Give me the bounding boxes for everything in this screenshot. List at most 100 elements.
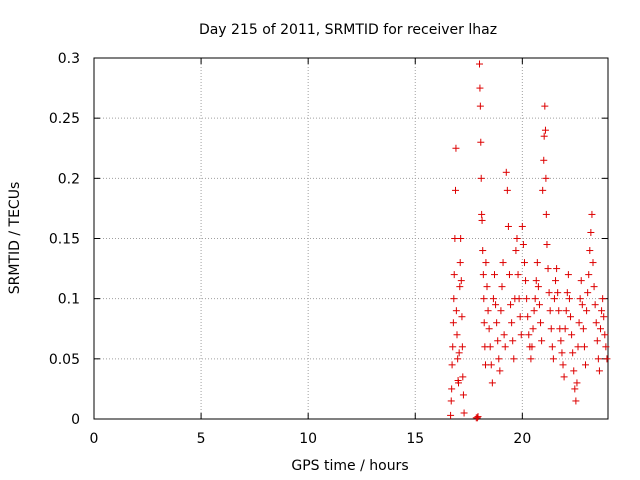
data-point [478,216,486,224]
data-point [543,241,551,249]
data-point [553,265,561,273]
data-point [474,413,482,421]
data-point [486,343,494,351]
data-point [534,283,542,291]
chart-title: Day 215 of 2011, SRMTID for receiver lha… [199,22,497,38]
data-point [588,210,596,218]
data-point [557,337,565,345]
y-tick-label: 0.3 [58,51,80,67]
data-point [546,307,554,315]
plot-frame [93,57,609,420]
data-point [459,391,467,399]
data-point [515,295,523,303]
data-point [499,259,507,267]
data-point [541,126,549,134]
data-point [550,295,558,303]
data-point [577,277,585,285]
data-point [547,325,555,333]
data-point [490,271,498,279]
data-point [531,295,539,303]
data-point [489,295,497,303]
data-point [498,283,506,291]
x-tick-label: 20 [513,431,531,447]
data-point [454,355,462,363]
data-point [455,349,463,357]
data-point [544,265,552,273]
data-point [523,295,531,303]
data-point [525,331,533,339]
data-point [602,343,610,351]
data-point [479,247,487,255]
data-point [507,301,515,309]
data-point [456,283,464,291]
data-point [555,307,563,315]
data-point [540,132,548,140]
data-point [459,373,467,381]
data-point [457,277,465,285]
data-point [495,355,503,363]
data-point [580,343,588,351]
data-point [487,361,495,369]
data-point [587,228,595,236]
data-point [447,411,455,419]
data-point [480,319,488,327]
data-point [600,313,608,321]
data-point [473,414,481,422]
y-tick-label: 0 [71,412,80,428]
data-point [458,313,466,321]
data-point [542,210,550,218]
data-point [527,355,535,363]
data-point [496,367,504,375]
data-point [575,319,583,327]
data-point [568,331,576,339]
data-point [497,307,505,315]
data-point [455,379,463,387]
y-tick-label: 0.1 [58,292,80,308]
data-point [541,102,549,110]
data-point [592,319,600,327]
data-point [448,385,456,393]
data-point [572,397,580,405]
data-point [449,343,457,351]
data-point [483,283,491,291]
data-point [540,156,548,164]
data-point [458,343,466,351]
data-point [477,138,485,146]
data-point [450,271,458,279]
data-point [535,301,543,309]
data-point [586,247,594,255]
data-point [500,331,508,339]
data-point [532,277,540,285]
x-axis-label: GPS time / hours [291,458,408,474]
grid-lines [94,58,608,419]
data-point [512,247,520,255]
data-point [519,241,527,249]
data-point [591,301,599,309]
data-point [560,373,568,381]
data-point [529,325,537,333]
data-point [571,385,579,393]
data-point [488,379,496,387]
data-point [542,174,550,182]
data-point [476,60,483,68]
data-point [593,337,601,345]
data-point [558,349,566,357]
data-point [528,343,536,351]
data-point [579,325,587,333]
data-point [603,355,611,363]
data-point [582,361,590,369]
data-point [578,301,586,309]
data-point [562,307,570,315]
data-point [585,271,593,279]
data-point [530,307,538,315]
data-point [508,319,516,327]
data-point [537,319,545,327]
x-axis-ticks: 0 5 10 15 20 [90,58,531,447]
data-point [598,307,606,315]
data-point [565,295,573,303]
data-point [501,343,509,351]
data-point [563,289,571,297]
data-point [594,355,602,363]
data-point [518,222,526,230]
data-point [457,235,465,242]
